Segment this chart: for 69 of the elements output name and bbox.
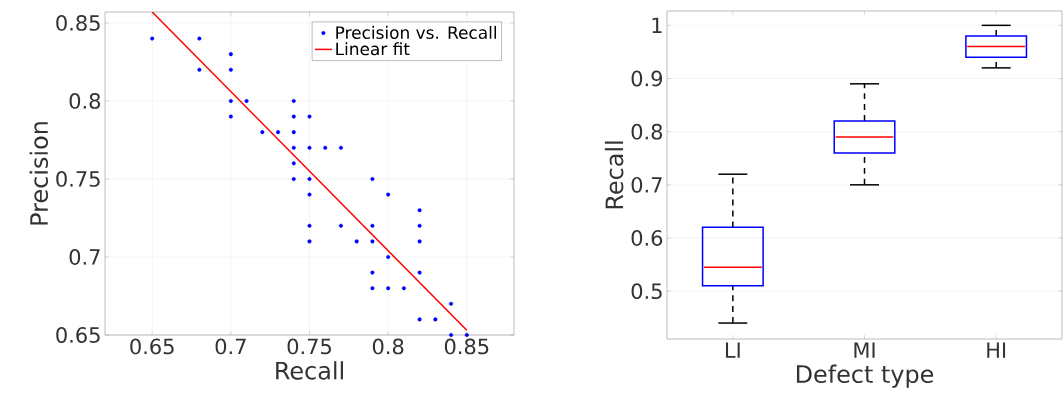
y-axis-title: Recall [604,141,624,209]
point [338,145,343,150]
x-tick-label: 0.85 [444,338,489,355]
point [433,317,438,322]
point [449,333,454,337]
point [228,67,233,72]
point [401,286,406,291]
y-tick-label: 1 [652,17,662,33]
point [417,317,422,322]
y-tick-label: 0.8 [631,123,663,140]
point [449,301,454,306]
point [307,176,312,181]
y-tick-label: 0.6 [631,230,663,246]
point [291,145,296,150]
point [228,52,233,57]
y-tick-label: 0.8 [69,93,101,109]
point [291,161,296,166]
point [370,270,375,275]
y-axis-title: Precision [29,122,49,225]
y-tick-label: 0.75 [56,171,100,187]
x-tick-label: 0.7 [215,338,246,355]
point [197,67,202,72]
y-tick-label: 0.5 [631,283,662,300]
x-tick-label: MI [854,342,875,358]
point [307,223,312,228]
legend-label: Precision vs. Recall [336,25,496,39]
point [228,114,233,119]
y-tick-label: 0.7 [69,249,100,265]
point [370,176,375,181]
point [370,223,375,228]
point [197,36,202,41]
point [244,98,249,103]
point [464,333,469,337]
point [417,270,422,275]
x-tick-label: 0.75 [287,338,331,355]
point [386,254,391,259]
point [307,114,312,119]
point [150,36,155,41]
point [417,223,422,228]
point [386,286,391,291]
y-tick-label: 0.7 [631,176,662,193]
point [354,239,359,244]
x-axis-title: Defect type [796,364,934,388]
x-axis-title: Recall [276,361,343,380]
point [260,130,265,135]
point [307,239,312,244]
point [417,208,422,213]
x-tick-label: 0.8 [372,338,404,355]
x-tick-label: 0.65 [130,338,174,355]
legend-label: Linear fit [336,42,410,56]
point [291,98,296,103]
y-tick-label: 0.9 [631,70,663,87]
point [228,98,233,103]
x-tick-label: HI [987,342,1006,358]
point [307,192,312,197]
point [307,145,312,150]
y-tick-label: 0.65 [56,327,100,343]
point [276,130,281,135]
point [386,192,391,197]
point [370,239,375,244]
point [417,239,422,244]
point [323,145,328,150]
point [370,286,375,291]
point [291,130,296,135]
point [291,176,296,181]
y-tick-label: 0.85 [56,15,100,31]
point [291,114,296,119]
x-tick-label: LI [725,342,740,358]
point [338,223,343,228]
